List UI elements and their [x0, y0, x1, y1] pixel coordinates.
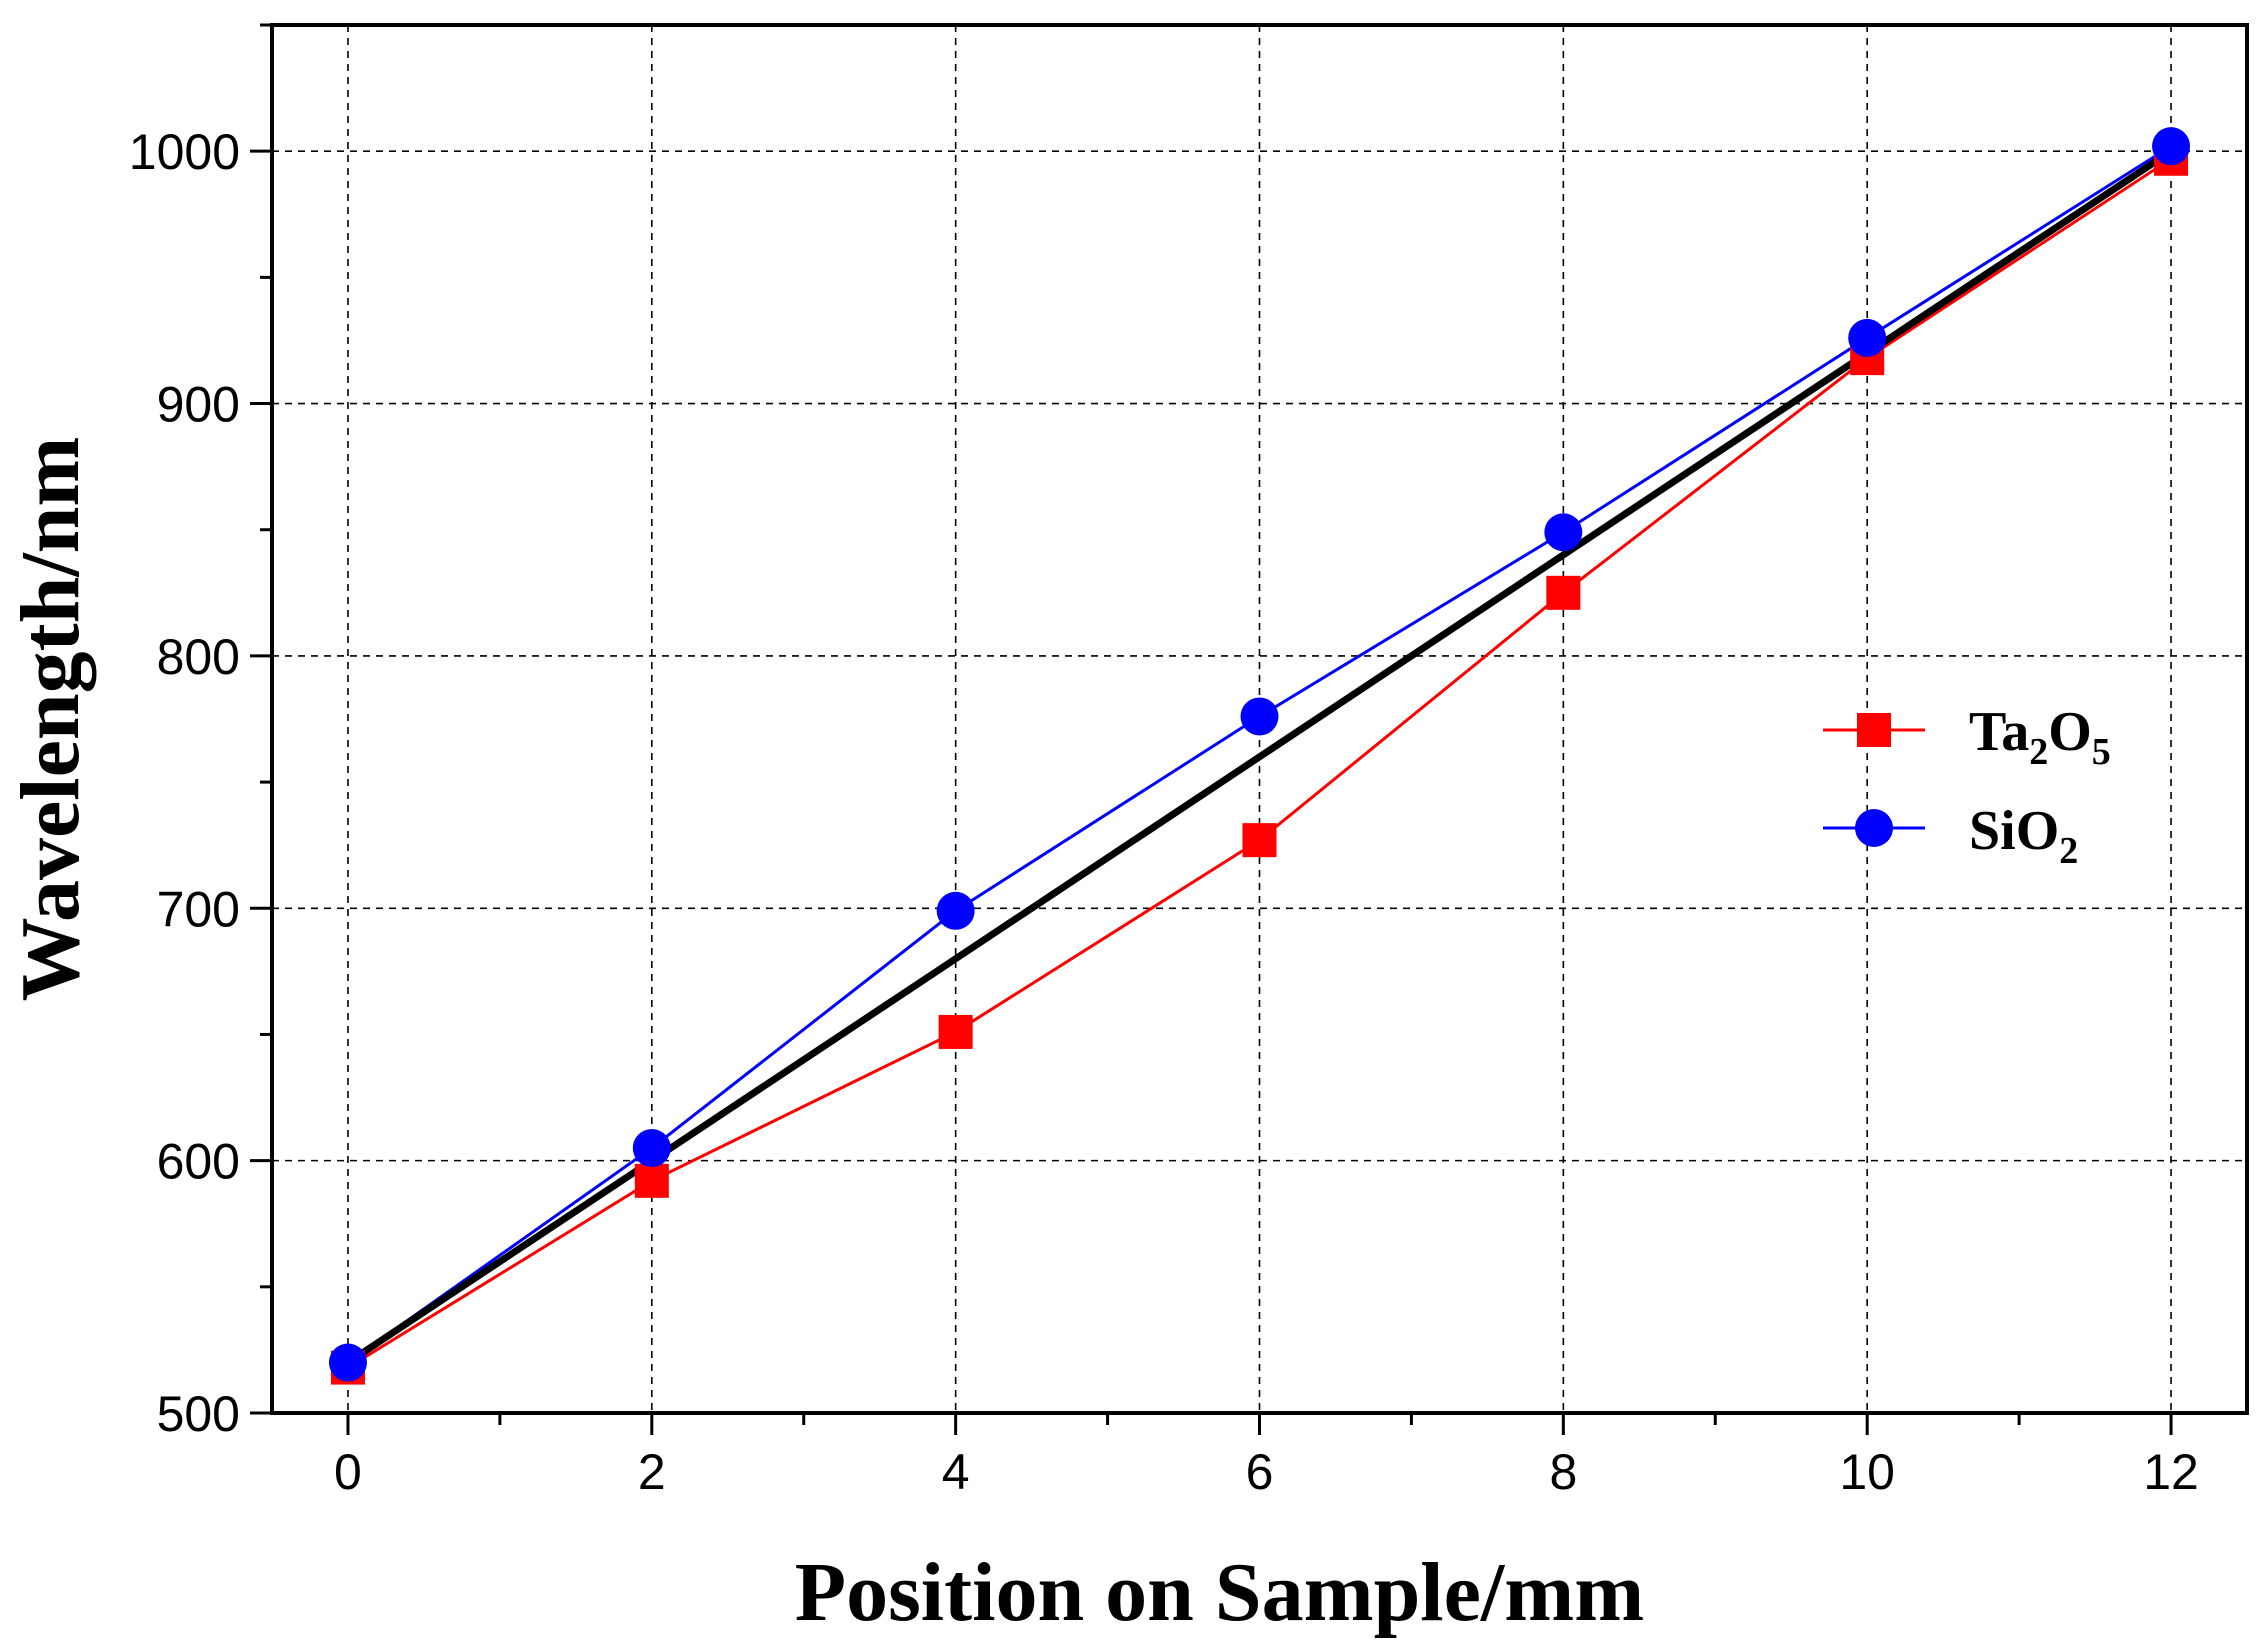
ta2o5-point [1242, 823, 1277, 858]
sio2-point [328, 1343, 367, 1382]
x-tick-label: 12 [2143, 1444, 2199, 1500]
x-tick-label: 10 [1839, 1444, 1895, 1500]
ta2o5-point [634, 1163, 669, 1198]
sio2-point [1240, 697, 1279, 736]
y-tick-label: 500 [157, 1386, 240, 1442]
legend: Ta2O5 SiO2 [1823, 701, 2111, 872]
legend-ta2o5-part1: Ta [1969, 701, 2029, 763]
sio2-point [1848, 318, 1887, 357]
sio2-point [632, 1129, 671, 1168]
x-tick-label: 8 [1549, 1444, 1577, 1500]
ta2o5-point [1546, 575, 1581, 610]
legend-sio2-label: SiO2 [1969, 800, 2078, 872]
legend-sio2-sub1: 2 [2059, 830, 2078, 872]
y-tick-label: 700 [157, 881, 240, 937]
y-axis-title: Wavelength/nm [4, 437, 97, 1002]
legend-sio2-marker [1855, 809, 1893, 847]
legend-ta2o5-sub1: 2 [2029, 731, 2048, 773]
legend-ta2o5-marker [1857, 713, 1891, 747]
legend-sio2-part1: SiO [1969, 800, 2059, 862]
series-layer [328, 127, 2191, 1385]
x-tick-label: 2 [638, 1444, 666, 1500]
y-tick-label: 900 [157, 377, 240, 433]
sio2-point [2152, 127, 2191, 166]
legend-ta2o5-label: Ta2O5 [1969, 701, 2111, 773]
x-axis-title: Position on Sample/mm [795, 1546, 1644, 1639]
sio2-point [1544, 513, 1583, 552]
axis-ticks [250, 23, 2173, 1435]
sio2-point [936, 891, 975, 930]
x-tick-label: 6 [1246, 1444, 1274, 1500]
x-tick-label: 0 [334, 1444, 362, 1500]
y-tick-label: 600 [157, 1134, 240, 1190]
x-tick-label: 4 [942, 1444, 970, 1500]
y-tick-label: 1000 [129, 124, 240, 180]
ta2o5-point [938, 1014, 973, 1049]
tick-labels: 0 2 4 6 8 10 12 500 600 700 800 900 1000 [129, 124, 2199, 1500]
y-tick-label: 800 [157, 629, 240, 685]
legend-ta2o5-part2: O [2048, 701, 2092, 763]
legend-ta2o5-sub2: 5 [2092, 731, 2111, 773]
